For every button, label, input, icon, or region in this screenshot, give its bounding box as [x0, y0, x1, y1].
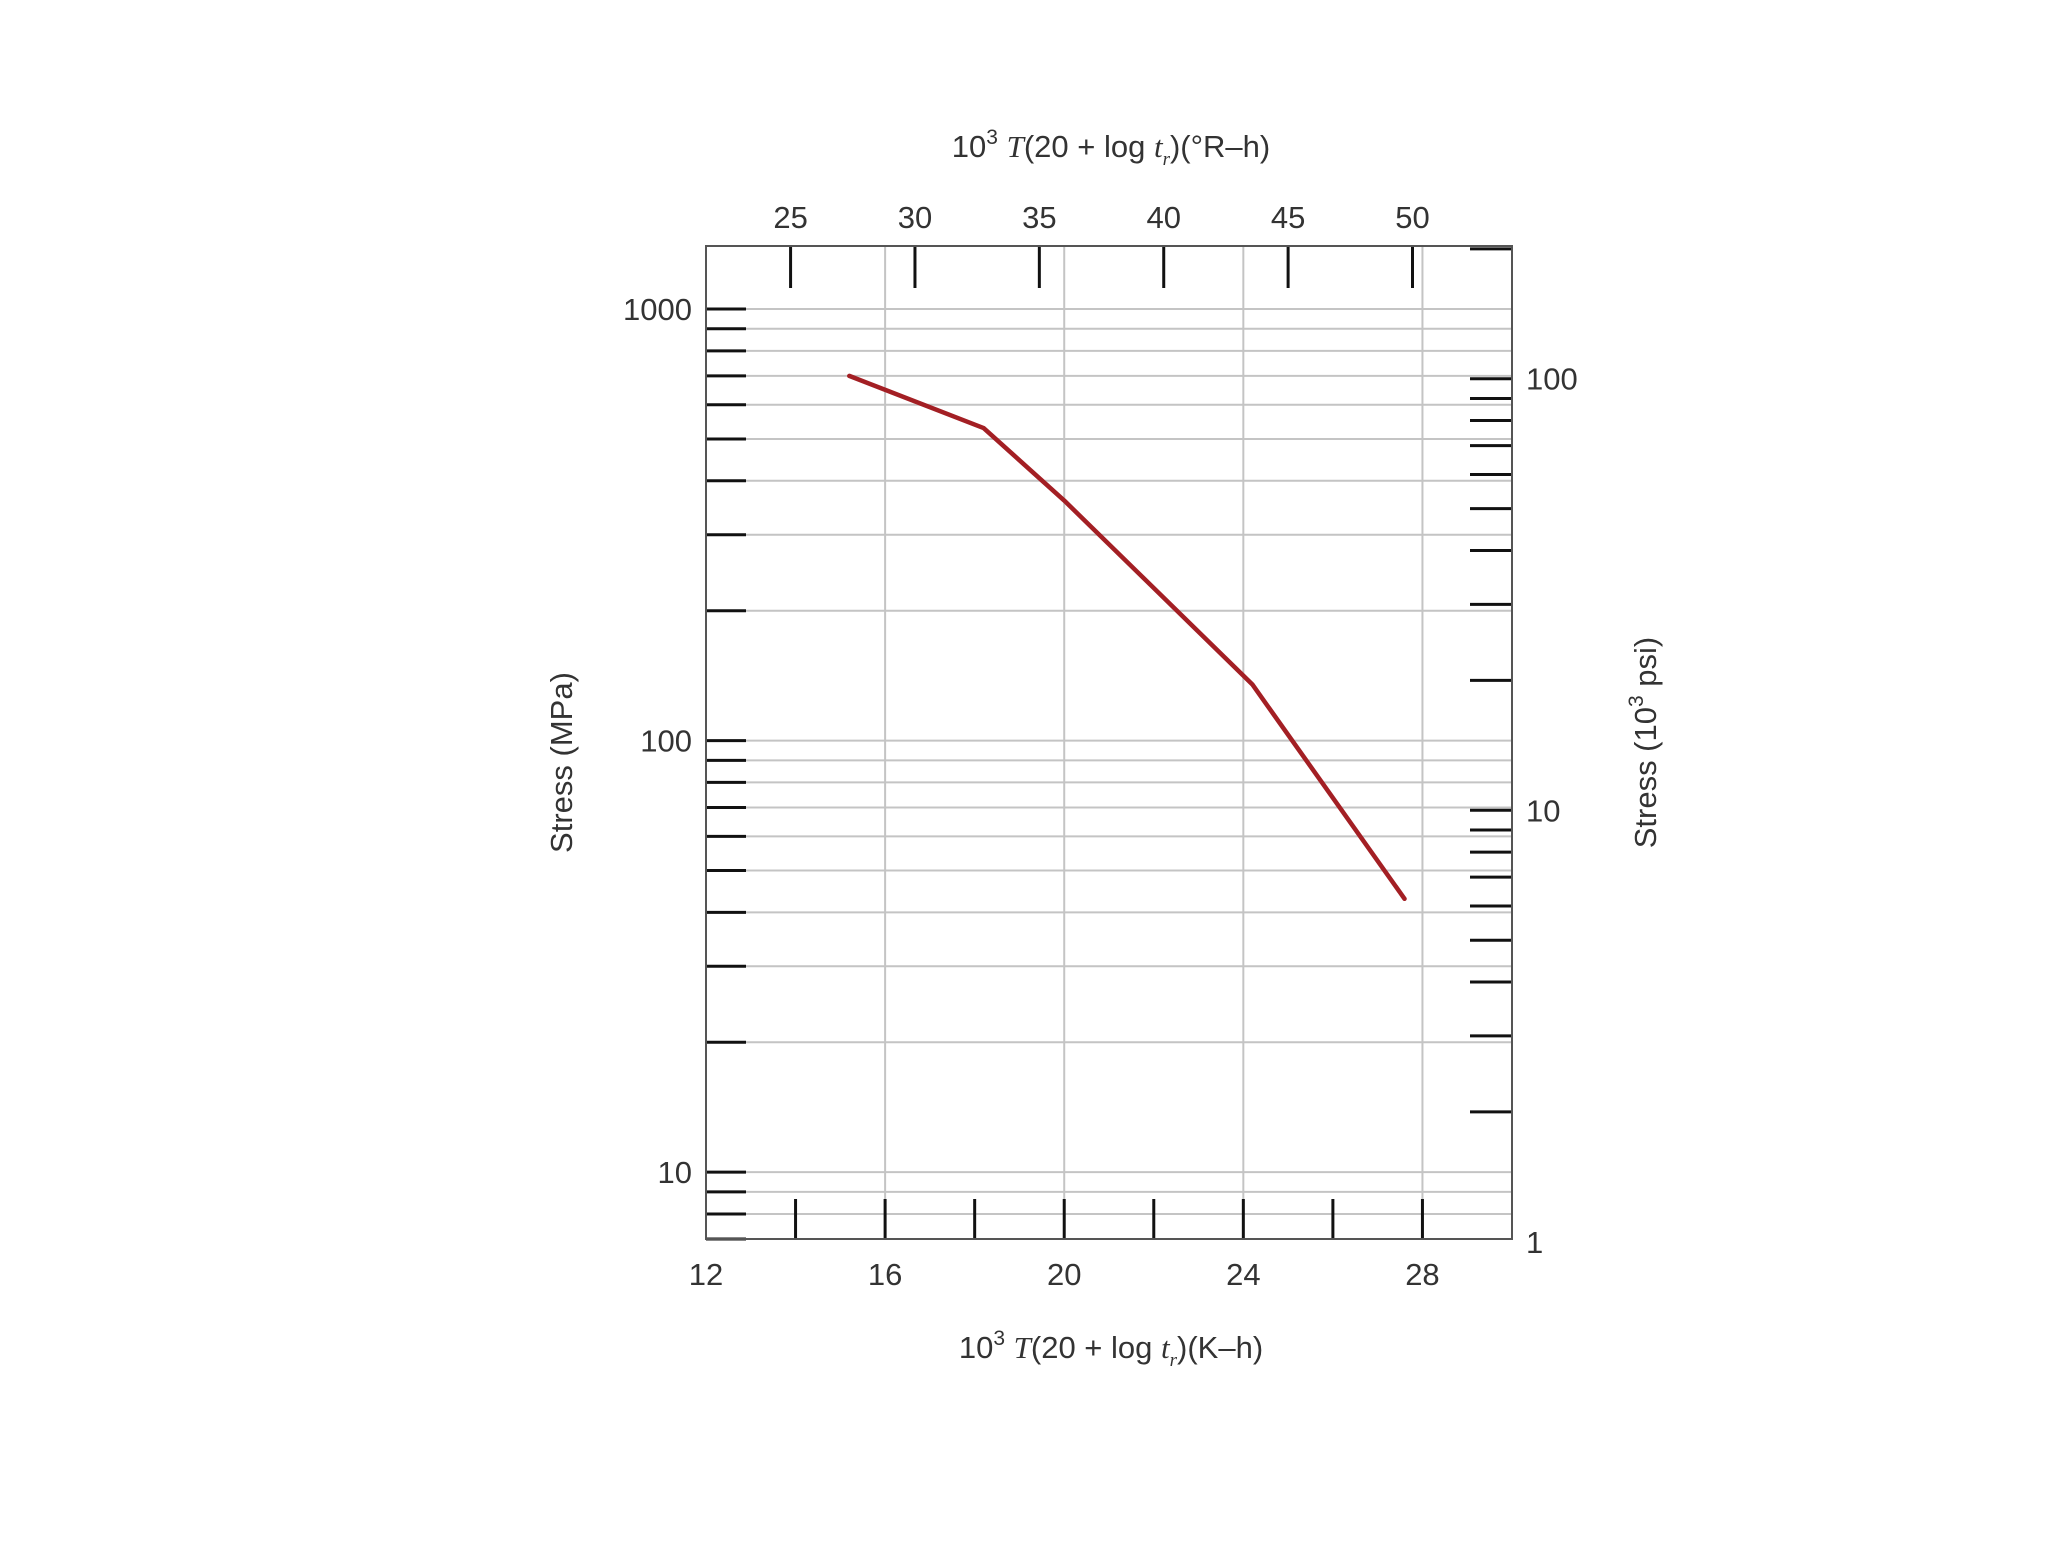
x-top-tick-label: 40	[1146, 200, 1180, 235]
x-top-tick-label: 30	[898, 200, 932, 235]
series-layer	[847, 373, 1407, 902]
x-top-tick-label: 35	[1022, 200, 1056, 235]
y-right-tick-label: 100	[1526, 362, 1578, 397]
grid-layer	[706, 246, 1512, 1240]
y-left-axis-title: Stress (MPa)	[544, 672, 579, 853]
x-bottom-axis-title: 103 T(20 + log tr)(K–h)	[959, 1327, 1263, 1371]
series-line	[847, 373, 1407, 902]
ticks-layer	[706, 246, 1512, 1241]
x-bottom-tick-label: 28	[1405, 1257, 1439, 1292]
plot-frame	[705, 245, 1513, 1240]
x-bottom-tick-label: 12	[689, 1257, 723, 1292]
y-left-tick-label: 10	[658, 1155, 692, 1190]
y-right-axis-title: Stress (103 psi)	[1625, 637, 1663, 849]
y-right-tick-label: 10	[1526, 793, 1560, 828]
x-top-tick-label: 50	[1395, 200, 1429, 235]
x-bottom-tick-label: 16	[868, 1257, 902, 1292]
x-top-axis-title: 103 T(20 + log tr)(°R–h)	[952, 126, 1270, 170]
x-top-tick-label: 45	[1271, 200, 1305, 235]
y-left-tick-label: 1000	[623, 292, 692, 327]
x-bottom-tick-label: 24	[1226, 1257, 1260, 1292]
x-top-tick-label: 25	[773, 200, 807, 235]
y-right-tick-label: 1	[1526, 1225, 1543, 1260]
x-bottom-tick-label: 20	[1047, 1257, 1081, 1292]
labels-layer: 12 16 20 24 28 25 30 35 40 45 50 10 100 1000 1 10 100 103…	[544, 126, 1663, 1371]
y-left-tick-label: 100	[640, 724, 692, 759]
